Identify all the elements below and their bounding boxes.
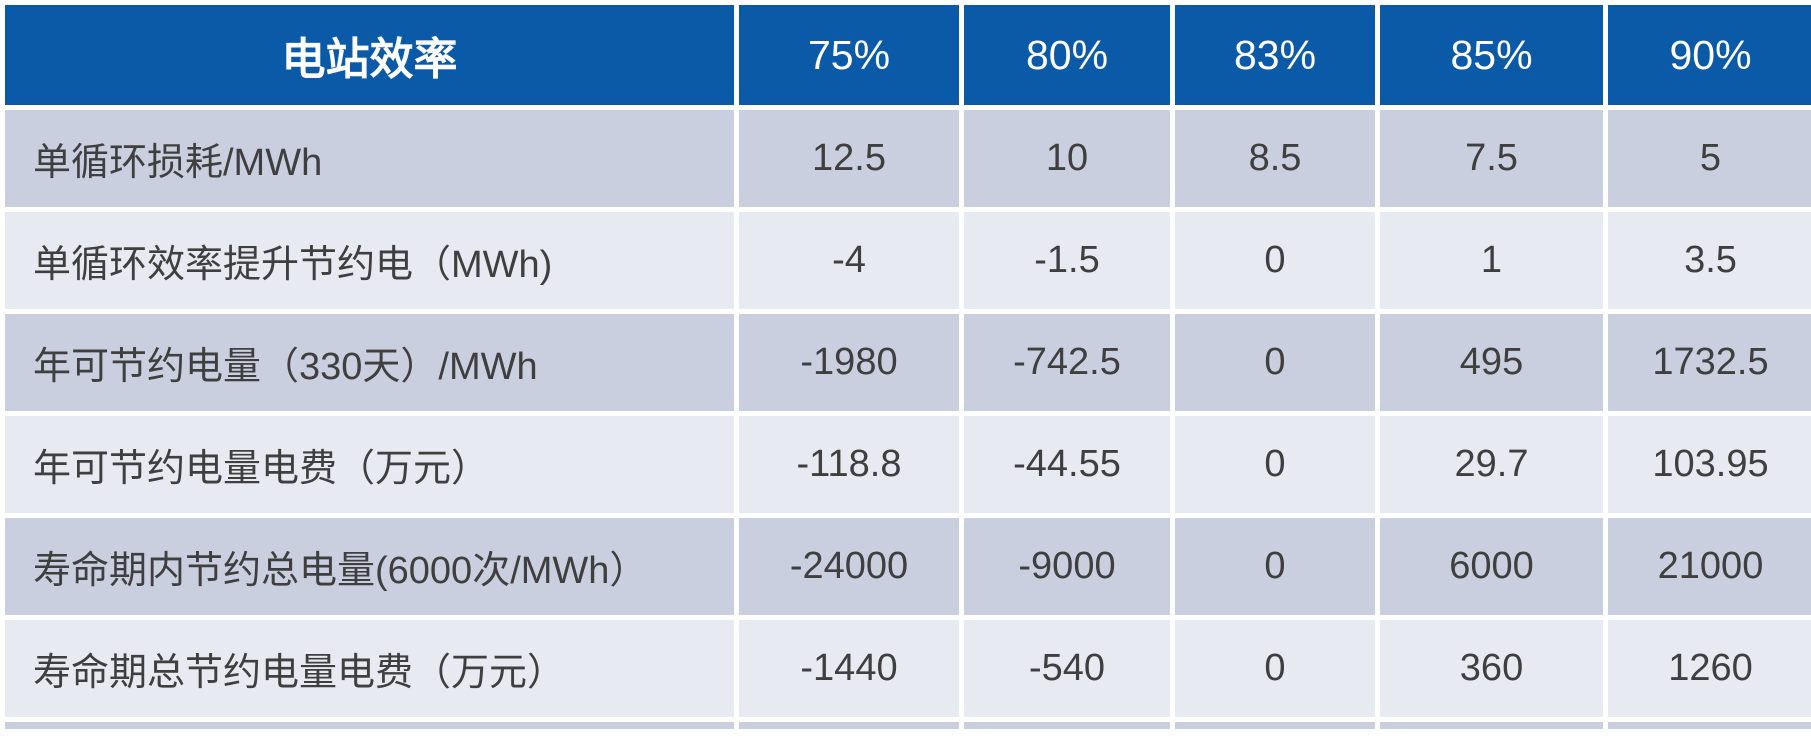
value-cell: 29.7 [1380, 416, 1603, 513]
value-cell: 0 [1175, 620, 1375, 717]
value-cell: 21000 [1608, 518, 1811, 615]
value-cell: -9000 [964, 518, 1170, 615]
value-cell: 5 [1608, 110, 1811, 207]
table-row: 寿命期总节约电量电费（万元） -1440 -540 0 360 1260 [5, 620, 1811, 717]
row-label: 单循环损耗/MWh [5, 110, 734, 207]
partial-cell [5, 722, 734, 729]
row-label: 年可节约电量（330天）/MWh [5, 314, 734, 411]
value-cell: -742.5 [964, 314, 1170, 411]
row-label: 单循环效率提升节约电（MWh) [5, 212, 734, 309]
table-row: 年可节约电量电费（万元） -118.8 -44.55 0 29.7 103.95 [5, 416, 1811, 513]
column-header: 85% [1380, 5, 1603, 105]
value-cell: -24000 [739, 518, 959, 615]
value-cell: 1 [1380, 212, 1603, 309]
value-cell: 0 [1175, 518, 1375, 615]
value-cell: 1260 [1608, 620, 1811, 717]
value-cell: 103.95 [1608, 416, 1811, 513]
table-row: 单循环损耗/MWh 12.5 10 8.5 7.5 5 [5, 110, 1811, 207]
value-cell: -540 [964, 620, 1170, 717]
header-row: 电站效率 75% 80% 83% 85% 90% [5, 5, 1811, 105]
value-cell: 0 [1175, 314, 1375, 411]
column-header: 83% [1175, 5, 1375, 105]
row-label: 寿命期总节约电量电费（万元） [5, 620, 734, 717]
column-header: 75% [739, 5, 959, 105]
row-label: 寿命期内节约总电量(6000次/MWh） [5, 518, 734, 615]
value-cell: 0 [1175, 416, 1375, 513]
partial-cell [1380, 722, 1603, 729]
partial-row [5, 722, 1811, 729]
value-cell: -1980 [739, 314, 959, 411]
partial-cell [739, 722, 959, 729]
value-cell: 7.5 [1380, 110, 1603, 207]
value-cell: 1732.5 [1608, 314, 1811, 411]
value-cell: 0 [1175, 212, 1375, 309]
table-row: 年可节约电量（330天）/MWh -1980 -742.5 0 495 1732.5 [5, 314, 1811, 411]
partial-cell [964, 722, 1170, 729]
value-cell: 10 [964, 110, 1170, 207]
column-header: 80% [964, 5, 1170, 105]
value-cell: 3.5 [1608, 212, 1811, 309]
value-cell: 8.5 [1175, 110, 1375, 207]
value-cell: -1.5 [964, 212, 1170, 309]
value-cell: -1440 [739, 620, 959, 717]
table-title: 电站效率 [5, 5, 734, 105]
column-header: 90% [1608, 5, 1811, 105]
table-row: 寿命期内节约总电量(6000次/MWh） -24000 -9000 0 6000 2100… [5, 518, 1811, 615]
value-cell: 360 [1380, 620, 1603, 717]
value-cell: -4 [739, 212, 959, 309]
partial-cell [1175, 722, 1375, 729]
value-cell: 12.5 [739, 110, 959, 207]
table-row: 单循环效率提升节约电（MWh) -4 -1.5 0 1 3.5 [5, 212, 1811, 309]
table-body: 单循环损耗/MWh 12.5 10 8.5 7.5 5 单循环效率提升节约电（MWh) -4-… [5, 110, 1811, 729]
value-cell: -44.55 [964, 416, 1170, 513]
row-label: 年可节约电量电费（万元） [5, 416, 734, 513]
value-cell: -118.8 [739, 416, 959, 513]
value-cell: 495 [1380, 314, 1603, 411]
partial-cell [1608, 722, 1811, 729]
value-cell: 6000 [1380, 518, 1603, 615]
